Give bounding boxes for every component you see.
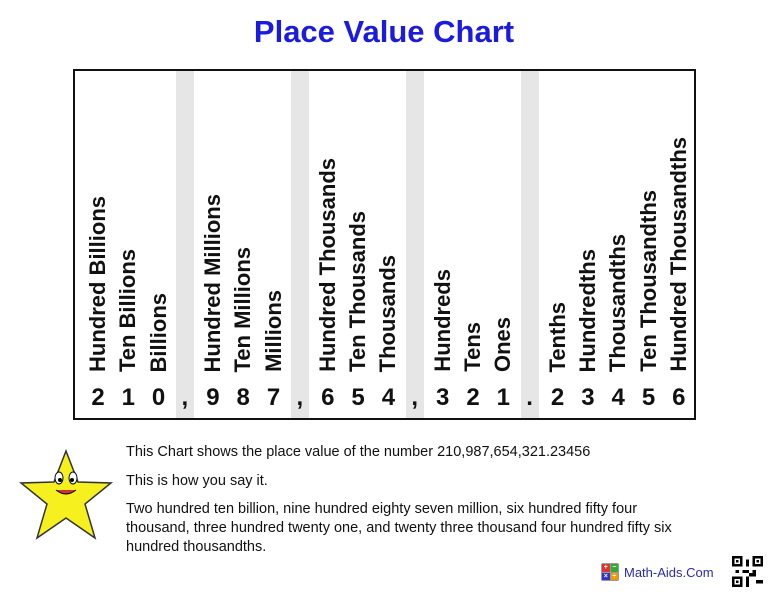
place-label: Hundred Thousandths xyxy=(665,137,691,372)
place-digit: 1 xyxy=(496,384,510,411)
place-label: Hundredths xyxy=(574,248,600,372)
place-digit: 7 xyxy=(266,384,281,411)
place-label: Ten Thousandths xyxy=(635,190,661,372)
place-label: Hundred Millions xyxy=(199,193,225,372)
place-digit: 3 xyxy=(436,384,450,411)
place-digit: 6 xyxy=(672,384,686,411)
separator-column xyxy=(290,71,309,418)
separator-mark: , xyxy=(181,384,189,411)
description-number: This Chart shows the place value of the … xyxy=(126,444,591,460)
separator-column xyxy=(520,71,539,418)
place-label: Ten Thousands xyxy=(345,211,371,372)
place-label: Tenths xyxy=(544,301,570,372)
calculator-icon: + − × ÷ xyxy=(601,563,619,581)
place-digit: 5 xyxy=(641,384,656,411)
separator-mark: , xyxy=(411,384,419,411)
logo-text: Math-Aids.Com xyxy=(624,564,714,580)
place-digit: 5 xyxy=(351,384,365,411)
place-label: Ten Billions xyxy=(115,248,141,372)
place-label: Thousands xyxy=(375,254,401,372)
page-title: Place Value Chart xyxy=(253,14,515,49)
place-digit: 4 xyxy=(381,384,396,411)
place-label: Thousandths xyxy=(605,233,631,372)
place-digit: 6 xyxy=(321,384,335,411)
place-label: Billions xyxy=(145,292,171,372)
star-mascot-icon xyxy=(18,448,114,540)
place-label: Ten Millions xyxy=(230,246,256,372)
place-digit: 0 xyxy=(151,384,166,411)
math-aids-logo[interactable]: + − × ÷ Math-Aids.Com xyxy=(601,563,714,581)
place-digit: 2 xyxy=(466,384,480,411)
place-label: Millions xyxy=(260,290,286,372)
separator-column xyxy=(175,71,194,418)
place-value-table: Hundred Billions 2 Ten Billions 1 Billions 0,… xyxy=(73,69,696,420)
place-digit: 1 xyxy=(121,384,135,411)
description-words: Two hundred ten billion, nine hundred ei… xyxy=(126,501,672,555)
separator-mark: , xyxy=(296,384,304,411)
place-digit: 2 xyxy=(550,384,565,411)
separator-column xyxy=(405,71,424,418)
description-intro: This is how you say it. xyxy=(126,473,268,489)
place-digit: 2 xyxy=(91,384,105,411)
place-label: Ones xyxy=(490,316,516,372)
place-digit: 4 xyxy=(611,384,625,411)
place-digit: 8 xyxy=(236,384,250,411)
place-label: Tens xyxy=(460,322,485,372)
place-digit: 3 xyxy=(581,384,595,411)
place-label: Hundred Thousands xyxy=(314,158,340,372)
place-label: Hundred Billions xyxy=(85,196,110,372)
place-digit: 9 xyxy=(206,384,220,411)
qr-code-icon xyxy=(732,556,763,587)
separator-mark: . xyxy=(526,384,533,411)
place-label: Hundreds xyxy=(429,269,455,372)
